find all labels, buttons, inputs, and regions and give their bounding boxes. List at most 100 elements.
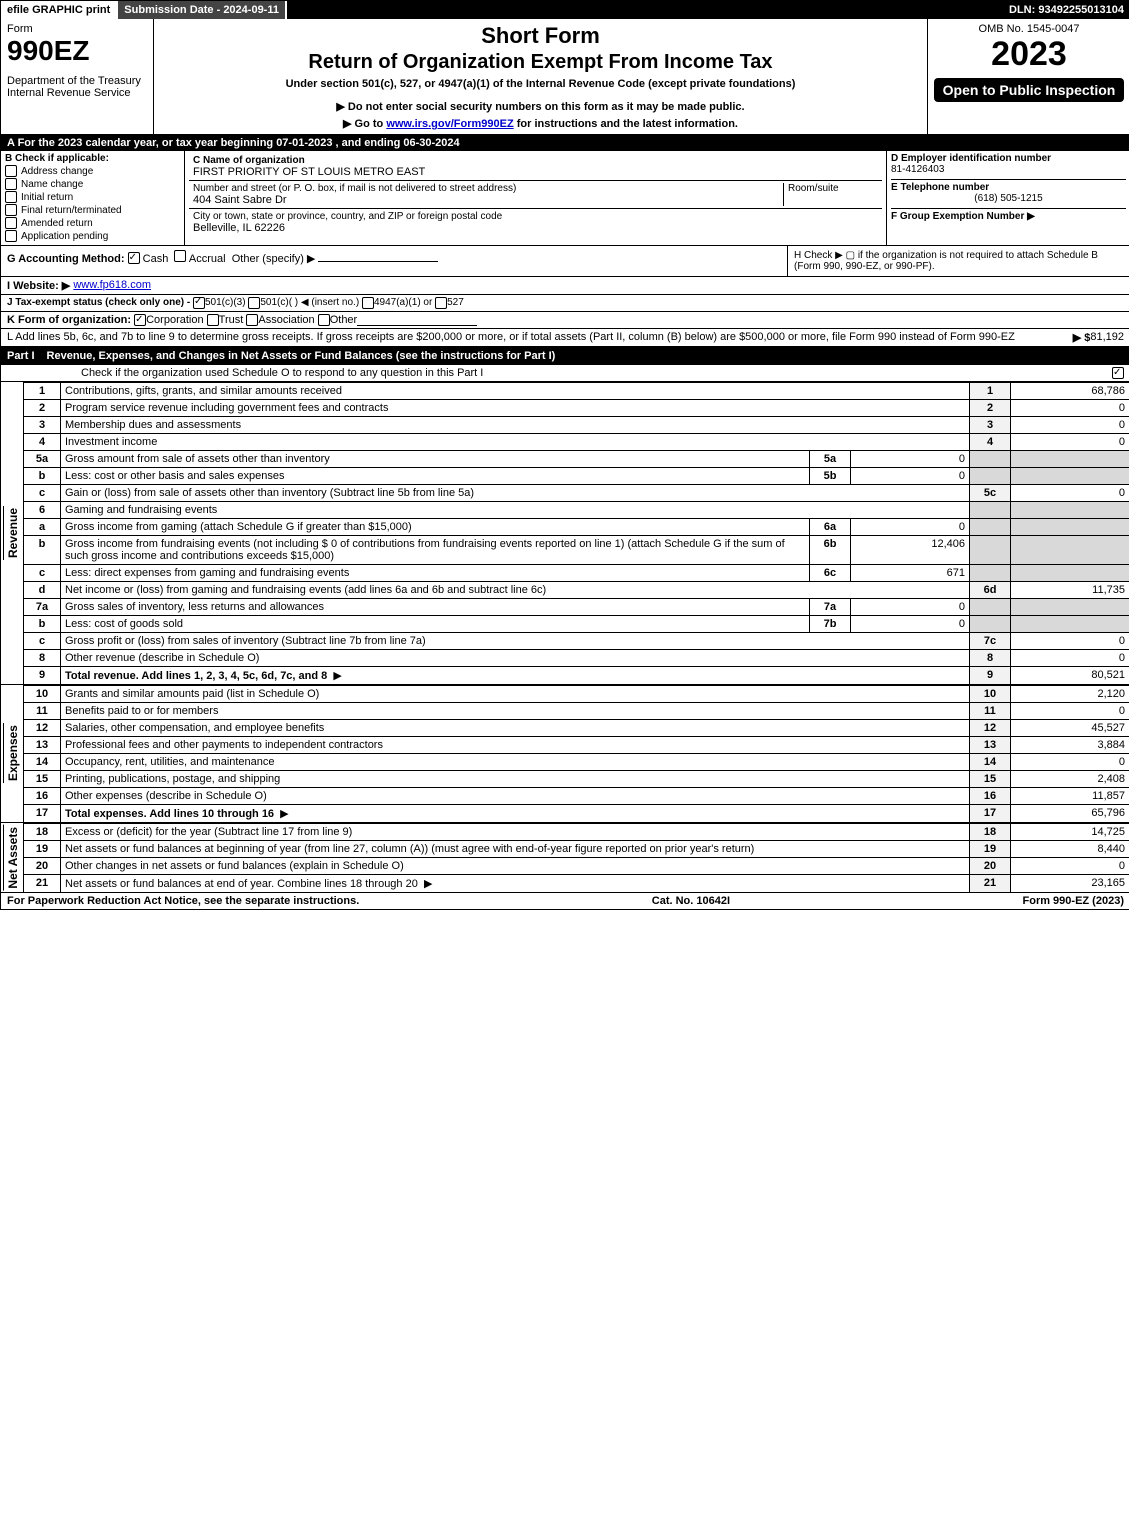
chk-application-pending[interactable]: Application pending [5, 230, 180, 242]
section-a: A For the 2023 calendar year, or tax yea… [1, 135, 1129, 151]
lr: 8 [970, 650, 1011, 667]
ld: Less: cost or other basis and sales expe… [61, 468, 810, 485]
k-corp: Corporation [146, 314, 203, 326]
ld: Gross profit or (loss) from sales of inv… [61, 633, 970, 650]
chk-accrual[interactable] [174, 250, 186, 262]
chk-corp[interactable] [134, 314, 146, 326]
lv: 80,521 [1011, 667, 1129, 685]
ln: a [24, 519, 61, 536]
chk-other-org[interactable] [318, 314, 330, 326]
k-other: Other [330, 314, 358, 326]
k-assoc: Association [258, 314, 314, 326]
ld: Gross income from gaming (attach Schedul… [61, 519, 810, 536]
ld: Gain or (loss) from sale of assets other… [61, 485, 970, 502]
title-return: Return of Organization Exempt From Incom… [160, 51, 921, 74]
shade [970, 519, 1011, 536]
k-label: K Form of organization: [7, 314, 131, 326]
g-other: Other (specify) ▶ [232, 253, 316, 265]
lv: 0 [1011, 858, 1129, 875]
part1-checknote-text: Check if the organization used Schedule … [81, 367, 483, 379]
ln: d [24, 582, 61, 599]
e-label: E Telephone number [891, 179, 1126, 193]
ln: c [24, 565, 61, 582]
chk-trust[interactable] [207, 314, 219, 326]
shade [1011, 468, 1129, 485]
ln: 11 [24, 703, 61, 720]
chk-initial-return[interactable]: Initial return [5, 191, 180, 203]
shade [970, 616, 1011, 633]
lr: 18 [970, 824, 1011, 841]
ln: 5a [24, 451, 61, 468]
i-label: I Website: ▶ [7, 279, 70, 292]
chk-label: Final return/terminated [21, 205, 122, 216]
note-goto: ▶ Go to www.irs.gov/Form990EZ for instru… [160, 117, 921, 130]
ld: Professional fees and other payments to … [61, 737, 970, 754]
org-city: Belleville, IL 62226 [193, 222, 878, 234]
g-accrual: Accrual [189, 253, 226, 265]
ln: b [24, 616, 61, 633]
chk-501c[interactable] [248, 297, 260, 309]
dln: DLN: 93492255013104 [1003, 1, 1129, 19]
form-header: Form 990EZ Department of the Treasury In… [1, 19, 1129, 135]
ln: 14 [24, 754, 61, 771]
lr: 20 [970, 858, 1011, 875]
chk-4947[interactable] [362, 297, 374, 309]
lr: 1 [970, 383, 1011, 400]
shade [970, 565, 1011, 582]
ls: 6a [810, 519, 851, 536]
shade [1011, 451, 1129, 468]
ld: Total revenue. Add lines 1, 2, 3, 4, 5c,… [61, 667, 970, 685]
chk-final-return[interactable]: Final return/terminated [5, 204, 180, 216]
ld: Total expenses. Add lines 10 through 16 … [61, 805, 970, 823]
chk-cash[interactable] [128, 252, 140, 264]
lsv: 0 [851, 451, 970, 468]
j-opt1: 501(c)(3) [205, 297, 246, 309]
lr: 9 [970, 667, 1011, 685]
lv: 11,857 [1011, 788, 1129, 805]
chk-527[interactable] [435, 297, 447, 309]
chk-label: Initial return [21, 192, 73, 203]
efile-link[interactable]: efile GRAPHIC print [1, 1, 118, 19]
ln: b [24, 468, 61, 485]
website-link[interactable]: www.fp618.com [73, 279, 151, 292]
ld: Other expenses (describe in Schedule O) [61, 788, 970, 805]
chk-schedule-o[interactable] [1112, 367, 1124, 379]
irs-link[interactable]: www.irs.gov/Form990EZ [386, 118, 513, 130]
lr: 17 [970, 805, 1011, 823]
ld: Program service revenue including govern… [61, 400, 970, 417]
ln: 1 [24, 383, 61, 400]
shade [1011, 502, 1129, 519]
dept-label: Department of the Treasury Internal Reve… [7, 75, 147, 99]
lsv: 0 [851, 468, 970, 485]
vlabel-revenue: Revenue [3, 506, 22, 560]
vlabel-net: Net Assets [3, 825, 22, 891]
lr: 19 [970, 841, 1011, 858]
title-shortform: Short Form [160, 23, 921, 49]
chk-assoc[interactable] [246, 314, 258, 326]
lv: 45,527 [1011, 720, 1129, 737]
other-org-input[interactable] [357, 314, 477, 326]
chk-address-change[interactable]: Address change [5, 165, 180, 177]
chk-name-change[interactable]: Name change [5, 178, 180, 190]
chk-501c3[interactable] [193, 297, 205, 309]
gh-row: G Accounting Method: Cash Accrual Other … [1, 246, 1129, 277]
ls: 7b [810, 616, 851, 633]
ld: Investment income [61, 434, 970, 451]
phone: (618) 505-1215 [891, 193, 1126, 204]
ld: Less: cost of goods sold [61, 616, 810, 633]
other-specify-input[interactable] [318, 261, 438, 262]
chk-amended[interactable]: Amended return [5, 217, 180, 229]
ld: Net income or (loss) from gaming and fun… [61, 582, 970, 599]
footer-mid: Cat. No. 10642I [652, 895, 730, 907]
shade [1011, 565, 1129, 582]
j-opt3: 4947(a)(1) or [374, 297, 432, 309]
lr: 13 [970, 737, 1011, 754]
g-cash: Cash [143, 253, 169, 265]
k-row: K Form of organization: Corporation Trus… [1, 312, 1129, 329]
shade [1011, 616, 1129, 633]
shade [970, 536, 1011, 565]
omb-no: OMB No. 1545-0047 [934, 23, 1124, 35]
lv: 2,120 [1011, 686, 1129, 703]
ld: Less: direct expenses from gaming and fu… [61, 565, 810, 582]
lv: 65,796 [1011, 805, 1129, 823]
